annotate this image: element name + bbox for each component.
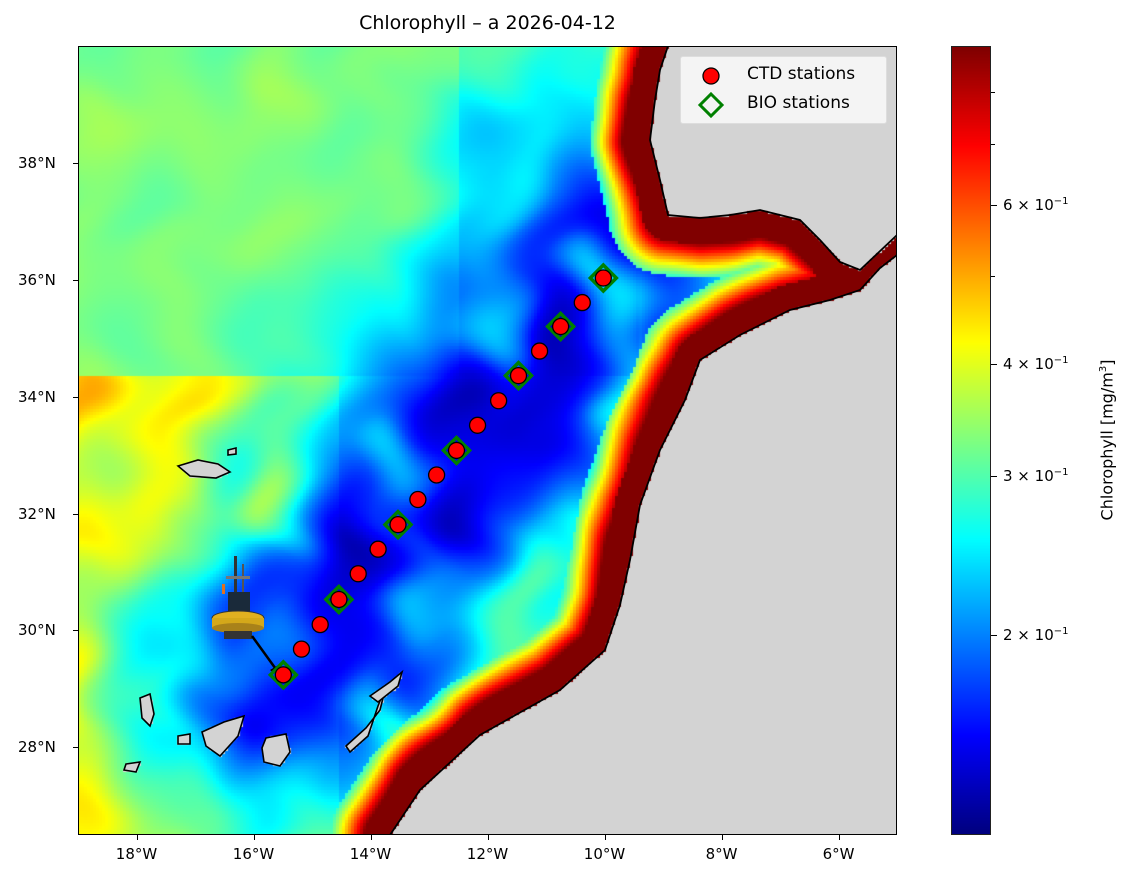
island [261,733,291,767]
island [177,733,191,745]
x-tick-label: 16°W [232,845,275,863]
x-tick-mark [253,835,255,840]
colorbar-tick-mark [991,363,997,365]
legend-label: CTD stations [747,64,856,84]
island [176,459,232,479]
x-tick-mark [721,835,723,840]
island [139,692,155,728]
island [368,669,404,704]
bio-station-marker [323,583,355,615]
y-tick-label: 38°N [18,153,56,172]
y-tick-mark [73,396,78,398]
y-tick-label: 30°N [18,621,56,640]
x-tick-mark [604,835,606,840]
bio-station-marker [587,262,619,294]
map-title: Chlorophyll – a 2026-04-12 [359,12,616,34]
chlorophyll-map [78,46,897,835]
x-tick-label: 10°W [583,845,626,863]
ctd-station-marker [427,466,446,484]
chlorophyll-field [78,46,897,835]
ctd-station-marker [551,317,570,336]
y-tick-mark [73,279,78,281]
bio-station-marker [382,509,414,541]
bio-station-marker [545,311,577,343]
colorbar-tick-label: 4 × 10−1 [1003,354,1069,373]
ctd-station-marker [274,666,292,684]
ctd-station-marker [369,540,387,558]
ctd-station-marker [447,441,466,460]
colorbar-label: Chlorophyll [mg/m3] [1098,360,1117,521]
island [227,446,237,456]
legend-item-ctd: CTD stations [681,62,886,88]
x-tick-label: 12°W [466,845,509,863]
bio-station-marker [503,360,534,392]
y-tick-label: 34°N [18,387,56,406]
ctd-station-marker [311,615,329,634]
x-tick-label: 6°W [822,845,855,863]
ctd-station-marker [409,490,427,509]
coastline-iberia [649,46,897,272]
x-tick-label: 14°W [349,845,392,863]
x-tick-mark [838,835,840,840]
y-tick-mark [73,747,78,749]
colorbar-minor-tick [991,92,995,94]
y-tick-label: 28°N [18,738,56,757]
circle-marker-icon [702,67,720,85]
coastline-africa [388,253,897,835]
ctd-station-marker [330,590,348,609]
ctd-station-marker [292,640,311,658]
ctd-station-marker [530,342,549,360]
legend-item-bio: BIO stations [681,91,886,119]
y-tick-mark [73,513,78,515]
x-tick-mark [370,835,372,840]
colorbar-label-sup: 3 [1098,365,1110,373]
colorbar-tick-mark [991,204,997,206]
ctd-station-marker [489,392,508,410]
ctd-station-marker [573,293,591,312]
ctd-station-marker [389,516,407,534]
map-overlay [122,46,897,835]
colorbar-tick-label: 6 × 10−1 [1003,195,1069,214]
x-tick-mark [136,835,138,840]
buoy-image [211,556,265,639]
ctd-station-marker [594,269,612,287]
legend-label: BIO stations [747,93,850,113]
bio-station-marker [267,659,299,691]
legend: CTD stations BIO stations [680,56,887,124]
arrow-line [250,635,280,673]
y-tick-mark [73,162,78,164]
island [201,714,246,758]
y-tick-label: 36°N [18,270,56,289]
colorbar [951,46,991,835]
colorbar-label-text: Chlorophyll [mg/m [1097,372,1117,521]
y-tick-label: 32°N [18,504,56,523]
ctd-station-marker [349,565,367,583]
colorbar-tick-mark [991,634,997,636]
ctd-station-marker [509,366,528,385]
colorbar-minor-tick [991,144,995,146]
x-tick-mark [487,835,489,840]
colorbar-label-end: ] [1097,359,1117,366]
bio-station-marker [441,434,472,466]
x-tick-label: 8°W [705,845,738,863]
y-tick-mark [73,630,78,632]
ctd-station-marker [468,416,487,434]
colorbar-tick-label: 2 × 10−1 [1003,625,1069,644]
island [122,761,142,773]
colorbar-tick-label: 3 × 10−1 [1003,467,1069,486]
x-tick-label: 18°W [115,845,158,863]
colorbar-tick-mark [991,476,997,478]
diamond-marker-icon [697,91,725,119]
colorbar-minor-tick [991,276,995,278]
